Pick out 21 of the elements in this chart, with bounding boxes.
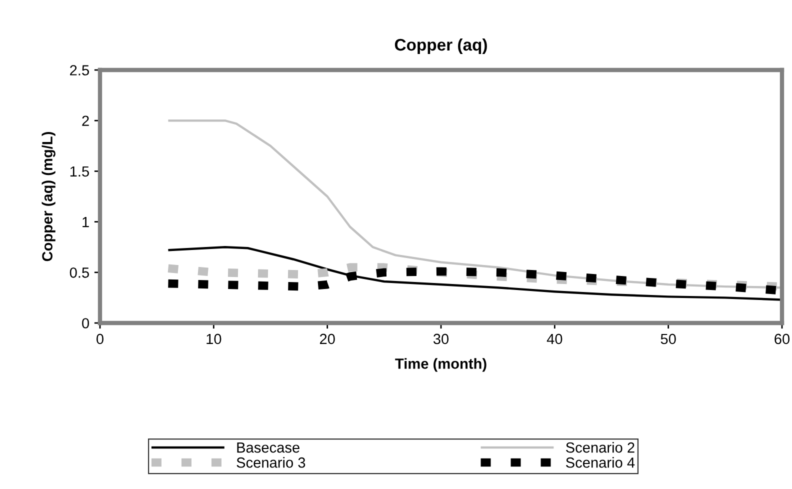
x-tick-label: 60 [774, 334, 790, 344]
x-tick-label: 10 [206, 334, 222, 344]
y-tick-label: 1 [82, 217, 89, 228]
x-tick-label: 50 [660, 334, 676, 344]
y-tick-label: 1.5 [70, 166, 89, 177]
line-series [167, 246, 782, 301]
x-axis-title: Time (month) [395, 358, 486, 372]
y-tick-label: 0 [82, 318, 90, 328]
x-tick-label: 0 [96, 334, 104, 344]
x-tick-label: 20 [320, 334, 335, 344]
y-axis-title: Copper (aq) (mg/L) [42, 132, 56, 262]
legend-label: Scenario 4 [566, 457, 635, 468]
x-tick-label: 40 [546, 334, 562, 344]
legend-label: Scenario 2 [566, 442, 634, 453]
x-tick-label: 30 [433, 334, 449, 344]
legend-label: Basecase [237, 442, 300, 453]
legend-label: Scenario 3 [236, 457, 306, 468]
chart-title: Copper (aq) [394, 38, 487, 54]
y-tick-label: 2.5 [70, 65, 89, 76]
y-tick-label: 0.5 [70, 268, 89, 278]
y-tick-label: 2 [82, 116, 89, 126]
